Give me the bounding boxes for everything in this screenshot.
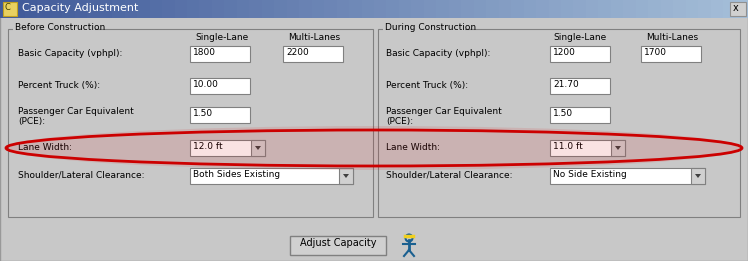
Text: Basic Capacity (vphpl):: Basic Capacity (vphpl): xyxy=(386,49,491,58)
FancyBboxPatch shape xyxy=(99,0,113,18)
Text: (PCE):: (PCE): xyxy=(18,117,45,126)
FancyBboxPatch shape xyxy=(499,0,512,18)
FancyBboxPatch shape xyxy=(13,22,95,31)
Text: Multi-Lanes: Multi-Lanes xyxy=(646,33,698,42)
Text: Both Sides Existing: Both Sides Existing xyxy=(193,170,280,179)
Text: Shoulder/Lateral Clearance:: Shoulder/Lateral Clearance: xyxy=(386,171,512,180)
FancyBboxPatch shape xyxy=(62,0,76,18)
FancyBboxPatch shape xyxy=(395,234,423,256)
FancyBboxPatch shape xyxy=(190,140,265,156)
FancyBboxPatch shape xyxy=(574,0,587,18)
FancyBboxPatch shape xyxy=(3,2,17,16)
FancyBboxPatch shape xyxy=(436,0,450,18)
Text: Single-Lane: Single-Lane xyxy=(195,33,248,42)
FancyBboxPatch shape xyxy=(686,0,699,18)
FancyBboxPatch shape xyxy=(548,0,562,18)
Text: 1800: 1800 xyxy=(193,48,216,57)
Text: No Side Existing: No Side Existing xyxy=(553,170,627,179)
Text: Adjust Capacity: Adjust Capacity xyxy=(300,238,376,248)
FancyBboxPatch shape xyxy=(125,0,138,18)
FancyBboxPatch shape xyxy=(524,0,537,18)
FancyBboxPatch shape xyxy=(550,78,610,94)
FancyBboxPatch shape xyxy=(187,0,200,18)
FancyBboxPatch shape xyxy=(673,0,687,18)
FancyBboxPatch shape xyxy=(374,0,387,18)
FancyBboxPatch shape xyxy=(691,168,705,184)
Ellipse shape xyxy=(6,126,742,170)
Text: 1200: 1200 xyxy=(553,48,576,57)
FancyBboxPatch shape xyxy=(324,0,337,18)
Text: 2200: 2200 xyxy=(286,48,309,57)
FancyBboxPatch shape xyxy=(611,0,625,18)
Text: Percent Truck (%):: Percent Truck (%): xyxy=(18,81,100,90)
FancyBboxPatch shape xyxy=(511,0,524,18)
Text: Passenger Car Equivalent: Passenger Car Equivalent xyxy=(386,107,502,116)
FancyBboxPatch shape xyxy=(150,0,163,18)
FancyBboxPatch shape xyxy=(550,46,610,62)
Polygon shape xyxy=(343,174,349,178)
FancyBboxPatch shape xyxy=(473,0,487,18)
FancyBboxPatch shape xyxy=(449,0,462,18)
FancyBboxPatch shape xyxy=(550,107,610,123)
FancyBboxPatch shape xyxy=(550,140,625,156)
FancyBboxPatch shape xyxy=(550,168,705,184)
Text: During Construction: During Construction xyxy=(385,23,476,32)
FancyBboxPatch shape xyxy=(561,0,574,18)
FancyBboxPatch shape xyxy=(237,0,251,18)
FancyBboxPatch shape xyxy=(486,0,500,18)
FancyBboxPatch shape xyxy=(723,0,737,18)
FancyBboxPatch shape xyxy=(8,29,373,217)
Text: 21.70: 21.70 xyxy=(553,80,579,89)
FancyBboxPatch shape xyxy=(598,0,612,18)
Text: Single-Lane: Single-Lane xyxy=(553,33,606,42)
Polygon shape xyxy=(255,146,261,150)
Text: 1700: 1700 xyxy=(644,48,667,57)
Text: 1.50: 1.50 xyxy=(193,109,213,118)
Text: C: C xyxy=(5,3,11,12)
FancyBboxPatch shape xyxy=(162,0,176,18)
FancyBboxPatch shape xyxy=(636,0,649,18)
FancyBboxPatch shape xyxy=(349,0,363,18)
FancyBboxPatch shape xyxy=(283,46,343,62)
Text: (PCE):: (PCE): xyxy=(386,117,413,126)
FancyBboxPatch shape xyxy=(88,0,101,18)
FancyBboxPatch shape xyxy=(224,0,238,18)
FancyBboxPatch shape xyxy=(312,0,325,18)
Text: Shoulder/Lateral Clearance:: Shoulder/Lateral Clearance: xyxy=(18,171,144,180)
FancyBboxPatch shape xyxy=(37,0,51,18)
Text: Multi-Lanes: Multi-Lanes xyxy=(288,33,340,42)
FancyBboxPatch shape xyxy=(212,0,225,18)
FancyBboxPatch shape xyxy=(735,0,748,18)
FancyBboxPatch shape xyxy=(611,140,625,156)
FancyBboxPatch shape xyxy=(649,0,662,18)
FancyBboxPatch shape xyxy=(290,236,386,255)
FancyBboxPatch shape xyxy=(112,0,126,18)
Text: 10.00: 10.00 xyxy=(193,80,219,89)
FancyBboxPatch shape xyxy=(50,0,64,18)
FancyBboxPatch shape xyxy=(275,0,288,18)
FancyBboxPatch shape xyxy=(190,168,353,184)
FancyBboxPatch shape xyxy=(13,0,26,18)
FancyBboxPatch shape xyxy=(200,0,213,18)
Text: Passenger Car Equivalent: Passenger Car Equivalent xyxy=(18,107,134,116)
FancyBboxPatch shape xyxy=(339,168,353,184)
FancyBboxPatch shape xyxy=(286,0,300,18)
FancyBboxPatch shape xyxy=(337,0,350,18)
Text: Lane Width:: Lane Width: xyxy=(386,143,440,152)
Text: 11.0 ft: 11.0 ft xyxy=(553,142,583,151)
FancyBboxPatch shape xyxy=(424,0,438,18)
Text: Percent Truck (%):: Percent Truck (%): xyxy=(386,81,468,90)
FancyBboxPatch shape xyxy=(641,46,701,62)
FancyBboxPatch shape xyxy=(730,2,746,16)
Text: 12.0 ft: 12.0 ft xyxy=(193,142,223,151)
FancyBboxPatch shape xyxy=(137,0,150,18)
Text: Before Construction: Before Construction xyxy=(15,23,105,32)
FancyBboxPatch shape xyxy=(361,0,375,18)
FancyBboxPatch shape xyxy=(536,0,550,18)
FancyBboxPatch shape xyxy=(411,0,425,18)
FancyBboxPatch shape xyxy=(190,78,250,94)
FancyBboxPatch shape xyxy=(462,0,475,18)
Polygon shape xyxy=(615,146,621,150)
Text: Lane Width:: Lane Width: xyxy=(18,143,72,152)
